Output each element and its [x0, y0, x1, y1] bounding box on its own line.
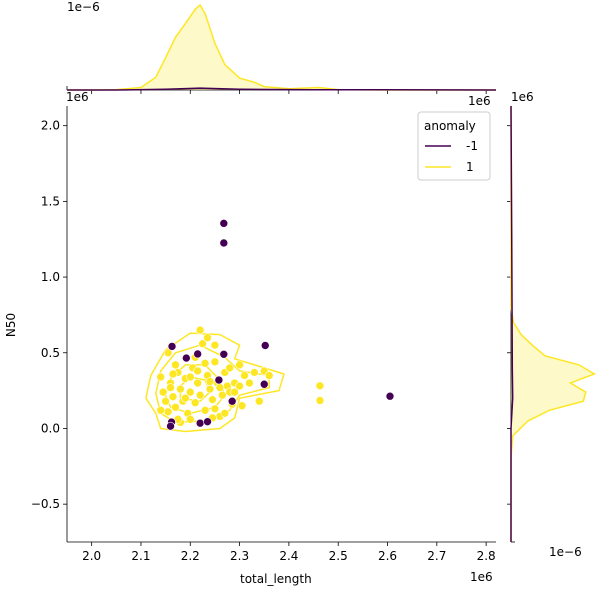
scatter-point-anomaly-neg1: [182, 353, 191, 363]
scatter-point-anomaly-1: [208, 395, 217, 404]
x-scale-label: 1e6: [470, 570, 493, 584]
right-marginal-kde-anomaly-1: [510, 106, 597, 542]
scatter-point-anomaly-1: [255, 396, 264, 406]
scatter-point-anomaly-neg1: [260, 341, 270, 350]
kde-contour: [145, 332, 285, 433]
legend: anomaly -1 1: [417, 111, 491, 181]
scatter-point-anomaly-1: [200, 359, 210, 368]
scatter-point-anomaly-1: [166, 383, 175, 392]
scatter-point-anomaly-1: [193, 366, 202, 376]
scatter-point-anomaly-1: [171, 360, 180, 370]
scatter-point-anomaly-1: [176, 384, 185, 394]
scatter-point-anomaly-1: [185, 387, 195, 397]
scatter-point-anomaly-1: [163, 348, 173, 358]
scatter-point-anomaly-1: [245, 378, 254, 388]
scatter-point-anomaly-1: [185, 372, 195, 382]
top-marginal-x-scale-label: 1e6: [468, 94, 491, 108]
scatter-point-anomaly-neg1: [214, 375, 224, 385]
y-scale-label: 1e6: [66, 90, 89, 104]
scatter-point-anomaly-1: [158, 387, 168, 397]
y-tick-label: −0.5: [31, 497, 60, 511]
scatter-point-anomaly-1: [235, 381, 244, 391]
right-marginal-kde-anomaly-neg1: [510, 105, 514, 542]
y-tick-label: 1.5: [41, 194, 60, 208]
scatter-point-anomaly-1: [193, 378, 202, 388]
right-marginal-kde: [507, 105, 597, 543]
scatter-point-anomaly-1: [230, 387, 239, 397]
scatter-point-anomaly-neg1: [219, 349, 229, 359]
scatter-point-anomaly-1: [156, 405, 165, 415]
top-marginal-kde: [66, 3, 497, 94]
scatter-point-anomaly-1: [190, 398, 200, 408]
scatter-point-anomaly-1: [200, 405, 210, 415]
scatter-point-anomaly-1: [198, 339, 207, 348]
y-tick-label: 1.0: [41, 270, 60, 284]
scatter-point-anomaly-1: [315, 381, 325, 391]
scatter-point-anomaly-neg1: [167, 342, 177, 351]
legend-label-1: 1: [466, 160, 474, 174]
scatter-point-anomaly-1: [210, 340, 220, 350]
x-tick-label: 2.8: [477, 549, 496, 563]
y-tick-label: 0.5: [41, 346, 60, 360]
x-axis-label: total_length: [240, 572, 312, 586]
top-marginal-fill-anomaly-1: [67, 5, 496, 90]
x-tick-label: 2.1: [131, 549, 150, 563]
y-tick-label: 0.0: [41, 421, 60, 435]
scatter-point-anomaly-1: [315, 396, 325, 405]
top-marginal-kde-anomaly-1: [67, 3, 496, 91]
top-marginal-scale-label: 1e−6: [67, 0, 100, 14]
scatter-point-anomaly-1: [240, 371, 249, 380]
legend-label-neg1: -1: [466, 139, 478, 153]
scatter-point-anomaly-1: [168, 392, 178, 401]
scatter-point-anomaly-1: [168, 369, 178, 379]
x-tick-label: 2.0: [82, 549, 101, 563]
scatter-point-anomaly-1: [250, 368, 259, 377]
scatter-point-anomaly-1: [210, 404, 220, 414]
main-scatter-plot: 2.0 2.1 2.2 2.3 2.4 2.5 2.6 2.7 2.8 −0.5 0.0 0.5 1.0…: [31, 106, 496, 563]
scatter-point-anomaly-neg1: [195, 418, 205, 428]
scatter-point-anomaly-1: [237, 401, 247, 411]
scatter-point-anomaly-1: [205, 377, 215, 386]
scatter-point-anomaly-1: [181, 393, 190, 403]
top-marginal-kde-anomaly-neg1: [67, 87, 497, 91]
scatter-point-anomaly-1: [264, 371, 274, 380]
scatter-point-anomaly-1: [203, 333, 212, 342]
scatter-point-anomaly-1: [171, 402, 180, 412]
scatter-point-anomaly-1: [218, 390, 227, 400]
right-marginal-fill-anomaly-1: [511, 106, 595, 542]
scatter-point-anomaly-neg1: [203, 417, 212, 426]
right-marginal-scale-label: 1e−6: [549, 545, 582, 559]
scatter-point-anomaly-1: [235, 360, 244, 370]
legend-title: anomaly: [424, 119, 476, 133]
scatter-point-anomaly-1: [210, 357, 220, 367]
scatter-point-anomaly-neg1: [219, 238, 229, 248]
scatter-point-anomaly-1: [161, 396, 170, 406]
scatter-point-anomaly-1: [220, 409, 230, 418]
scatter-point-anomaly-1: [195, 390, 205, 400]
x-tick-label: 2.3: [230, 549, 249, 563]
scatter-point-anomaly-1: [163, 407, 173, 417]
x-tick-label: 2.5: [329, 549, 348, 563]
scatter-point-anomaly-1: [225, 363, 235, 373]
scatter-point-anomaly-neg1: [385, 391, 395, 401]
scatter-point-anomaly-neg1: [219, 219, 229, 228]
scatter-point-anomaly-1: [195, 325, 205, 335]
y-axis-label: N50: [4, 313, 18, 337]
scatter-point-anomaly-neg1: [193, 349, 202, 359]
x-tick-label: 2.2: [181, 549, 200, 563]
scatter-point-anomaly-neg1: [166, 421, 175, 431]
scatter-point-anomaly-neg1: [259, 379, 269, 389]
scatter-point-anomaly-1: [215, 383, 225, 392]
scatter-point-anomaly-neg1: [227, 396, 237, 406]
y-tick-label: 2.0: [41, 119, 60, 133]
scatter-point-anomaly-1: [156, 372, 165, 382]
x-tick-label: 2.6: [378, 549, 397, 563]
scatter-point-anomaly-1: [205, 384, 215, 394]
right-marginal-y-scale-label: 1e6: [511, 90, 534, 104]
x-tick-label: 2.7: [427, 549, 446, 563]
x-tick-label: 2.4: [279, 549, 298, 563]
scatter-point-anomaly-1: [185, 415, 195, 424]
